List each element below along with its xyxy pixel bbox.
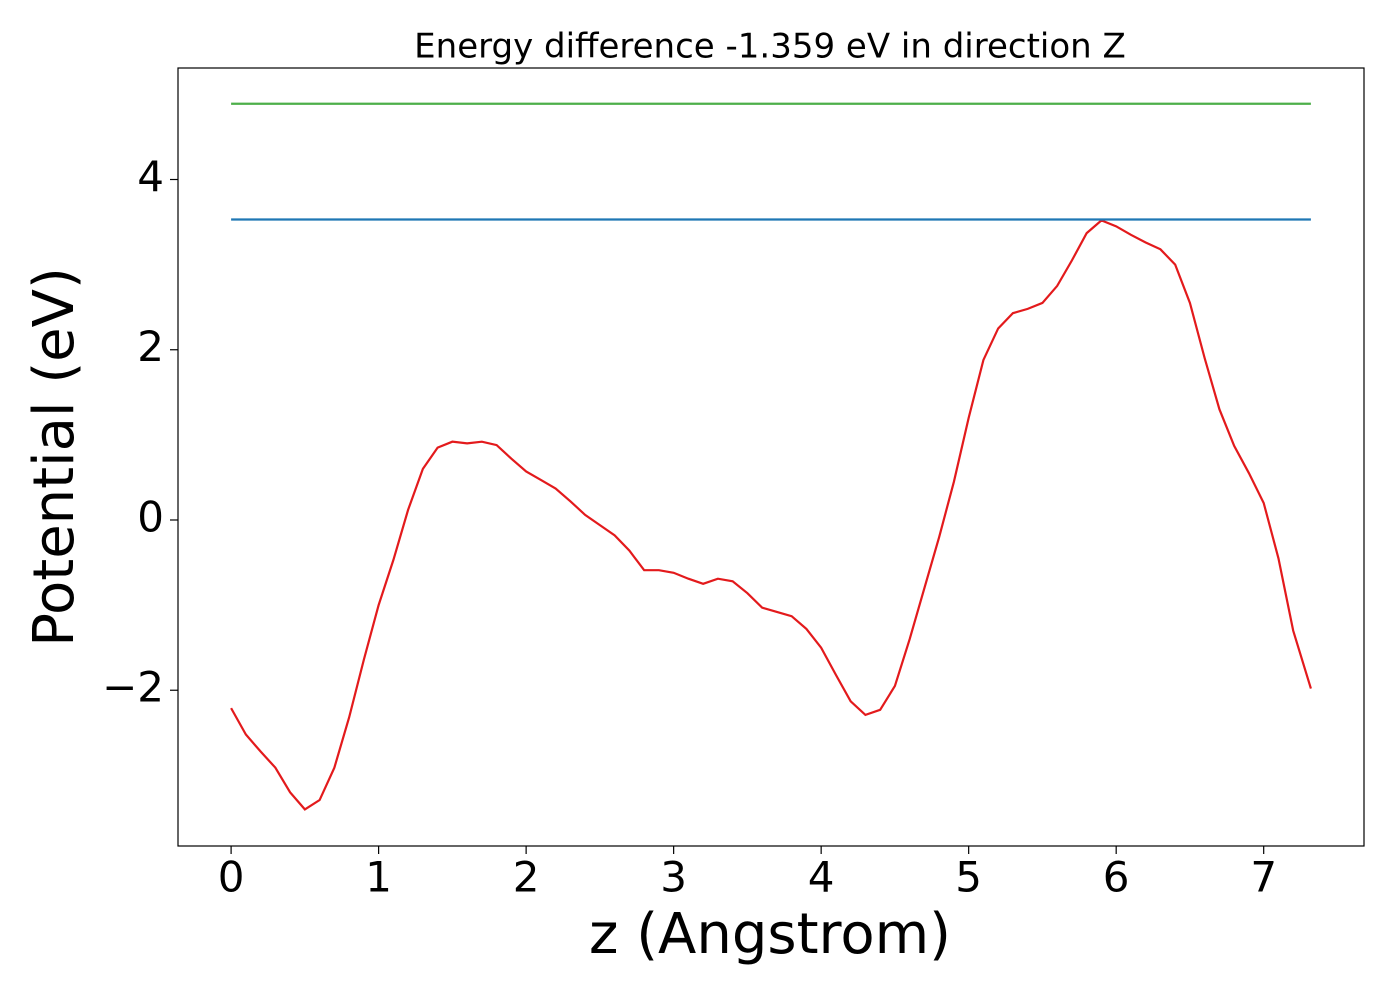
y-tick-label: 4 — [137, 152, 164, 201]
plot-frame — [177, 67, 1365, 847]
x-tick-label: 2 — [513, 853, 540, 902]
x-axis-label: z (Angstrom) — [589, 902, 951, 967]
y-tick-label: 0 — [137, 492, 164, 541]
x-tick-label: 6 — [1103, 853, 1130, 902]
chart-title: Energy difference -1.359 eV in direction… — [414, 27, 1126, 67]
x-tick-label: 5 — [955, 853, 982, 902]
y-tick-label: 2 — [137, 322, 164, 371]
x-tick-label: 3 — [660, 853, 687, 902]
x-tick-label: 0 — [218, 853, 245, 902]
y-tick-label: −2 — [102, 663, 164, 712]
y-axis-label: Potential (eV) — [22, 267, 87, 647]
data-line — [230, 219, 1312, 811]
x-tick-label: 7 — [1250, 853, 1277, 902]
x-tick-label: 1 — [365, 853, 392, 902]
x-tick-label: 4 — [808, 853, 835, 902]
